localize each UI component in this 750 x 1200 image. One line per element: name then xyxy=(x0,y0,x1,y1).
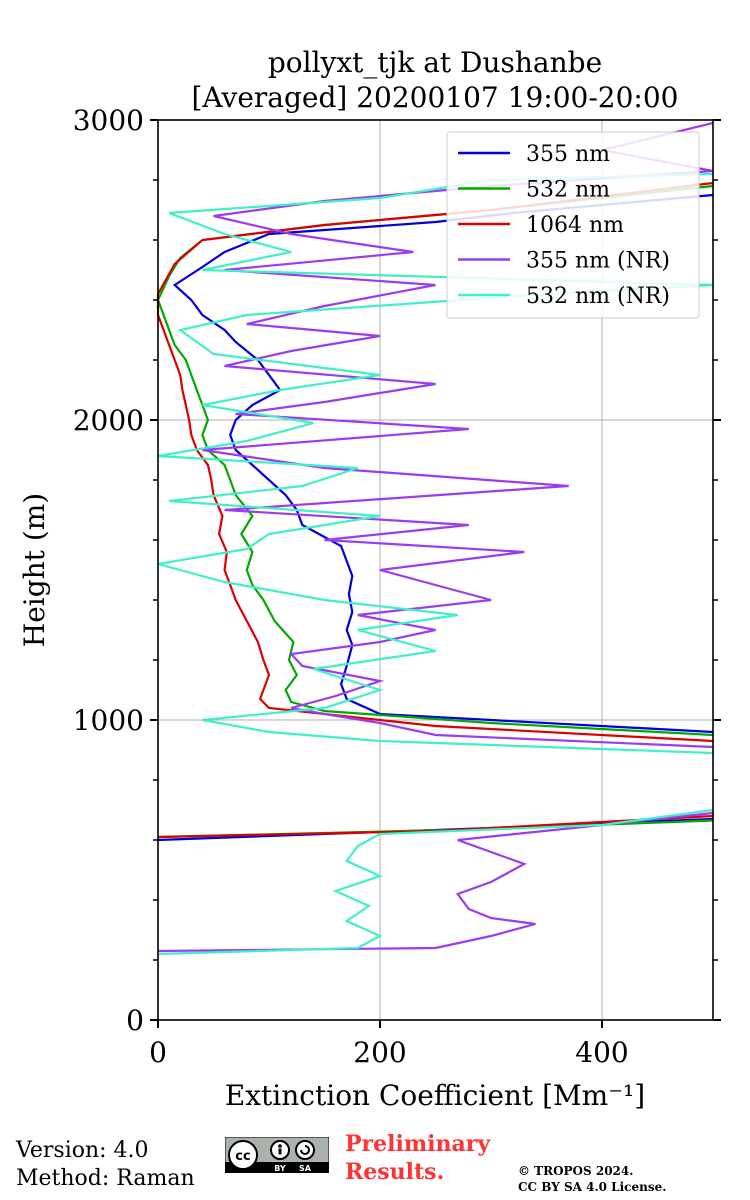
series-532-nm-nr-line xyxy=(157,172,714,755)
cc-by-label: BY xyxy=(274,1164,286,1173)
y-axis-label: Height (m) xyxy=(18,493,51,647)
chart-title-line2: [Averaged] 20200107 19:00-20:00 xyxy=(192,81,679,114)
x-tick-label: 400 xyxy=(575,1036,628,1069)
series-532-nm-nr-line xyxy=(157,808,714,956)
results-text: Results. xyxy=(345,1159,445,1185)
series-355-nm-nr-line xyxy=(157,811,714,953)
license-text: CC BY SA 4.0 License. xyxy=(518,1180,667,1194)
chart-title-line1: pollyxt_tjk at Dushanbe xyxy=(268,46,602,79)
version-text: Version: 4.0 xyxy=(16,1138,149,1163)
series-355-nm-line xyxy=(172,193,714,734)
preliminary-text: Preliminary xyxy=(345,1131,491,1157)
series-1064-nm-line xyxy=(157,814,714,839)
cc-by-sa-icon: cc BY SA xyxy=(225,1137,329,1173)
legend-label-532-nm-nr: 532 nm (NR) xyxy=(526,284,670,309)
legend-box xyxy=(446,131,700,319)
legend-label-1064-nm: 1064 nm xyxy=(526,213,624,238)
legend-label-355-nm-nr: 355 nm (NR) xyxy=(526,249,670,274)
x-tick-label: 200 xyxy=(353,1036,406,1069)
cc-sa-label: SA xyxy=(299,1164,312,1173)
legend-label-355-nm: 355 nm xyxy=(526,142,610,167)
series-532-nm-line xyxy=(156,184,714,737)
y-tick-label: 3000 xyxy=(73,104,144,137)
x-axis-label: Extinction Coefficient [Mm⁻¹] xyxy=(225,1079,645,1112)
y-tick-label: 2000 xyxy=(73,404,144,437)
series-355-nm-nr-line xyxy=(202,121,714,749)
copyright-text: © TROPOS 2024. xyxy=(518,1164,634,1178)
axis-ticks: 0 200 400 0 1000 2000 3000 xyxy=(73,104,721,1069)
legend-label-532-nm: 532 nm xyxy=(526,178,610,203)
svg-text:cc: cc xyxy=(235,1149,250,1164)
y-tick-label: 1000 xyxy=(73,704,144,737)
y-tick-label: 0 xyxy=(126,1004,144,1037)
chart-legend: 355 nm 532 nm 1064 nm 355 nm (NR) 532 nm (NR… xyxy=(446,131,700,319)
method-text: Method: Raman xyxy=(16,1166,195,1191)
plot-frame xyxy=(157,119,714,1021)
x-tick-label: 0 xyxy=(149,1036,167,1069)
